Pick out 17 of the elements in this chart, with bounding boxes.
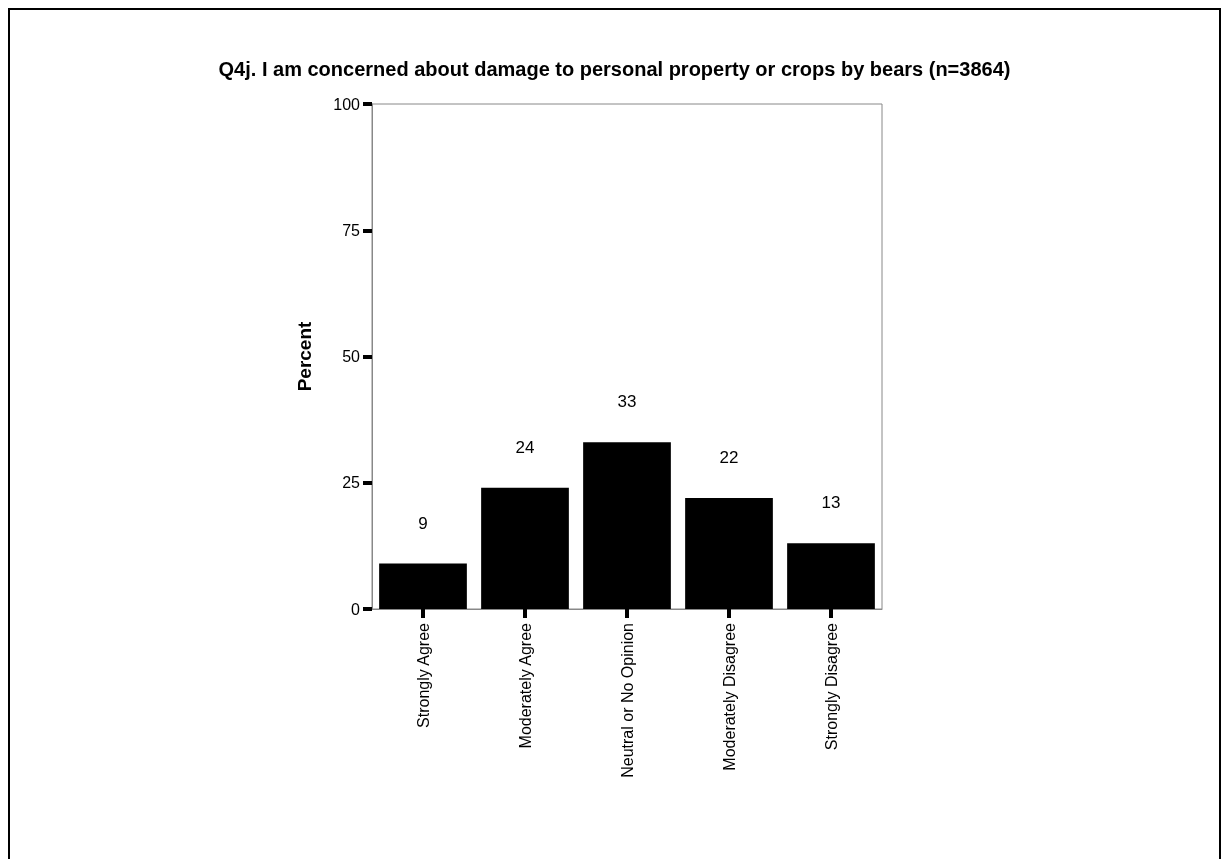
x-tick-label: Moderately Disagree	[720, 622, 738, 771]
y-axis-title: Percent	[294, 320, 315, 392]
x-tick-label: Neutral or No Opinion	[618, 623, 636, 778]
y-tick-label: 0	[351, 600, 361, 618]
chart-title: Q4j. I am concerned about damage to personal property or crops by bears (n=3864)	[218, 58, 1011, 80]
y-tick-label: 100	[333, 95, 361, 113]
data-label: 24	[515, 437, 535, 457]
data-label: 13	[821, 493, 841, 513]
data-label: 33	[617, 392, 637, 412]
data-label: 22	[719, 447, 739, 467]
data-label: 9	[418, 513, 428, 533]
y-tick-label: 75	[342, 221, 361, 239]
y-tick-label: 50	[342, 348, 361, 365]
x-tick-label: Moderately Agree	[516, 622, 534, 749]
x-tick-label: Strongly Disagree	[822, 622, 840, 751]
x-tick-label: Strongly Agree	[414, 622, 432, 728]
y-tick-label: 25	[342, 474, 361, 492]
